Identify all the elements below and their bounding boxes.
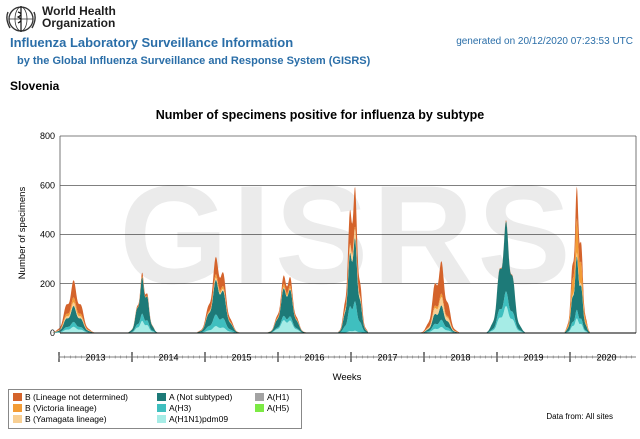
legend-label: A(H1): [267, 392, 290, 402]
year-label: 2017: [377, 353, 397, 363]
area-a-h1n1pdm09-2019: [486, 306, 525, 333]
area-b-lineage-not-determined-2018: [421, 261, 459, 333]
area-a-not-subtyped-2019: [486, 221, 525, 333]
year-label: 2013: [85, 353, 105, 363]
area-b-victoria-2016: [267, 283, 306, 333]
legend-item-b-victoria: B (Victoria lineage): [13, 403, 97, 413]
data-source: Data from: All sites: [546, 412, 613, 421]
area-b-yamagata-2020: [564, 252, 590, 333]
country-name: Slovenia: [10, 79, 60, 93]
area-a-h3-2013: [52, 321, 95, 333]
legend-label: A(H5): [267, 403, 290, 413]
area-b-lineage-not-determined-2015: [197, 256, 240, 333]
legend-label: A (Not subtyped): [169, 392, 233, 402]
year-label: 2016: [304, 353, 324, 363]
area-a-h1n1pdm09-2018: [421, 327, 459, 333]
area-b-yamagata-2017: [338, 229, 368, 332]
legend-swatch: [255, 404, 264, 412]
legend-swatch: [13, 404, 22, 412]
area-b-victoria-2015: [197, 274, 240, 333]
area-b-victoria-2020: [564, 218, 590, 333]
page-subtitle: by the Global Influenza Surveillance and…: [17, 55, 371, 67]
area-b-lineage-not-determined-2016: [267, 275, 306, 333]
legend-item-a-not-subtyped: A (Not subtyped): [157, 392, 232, 402]
legend-label: B (Victoria lineage): [25, 403, 97, 413]
page-title: Influenza Laboratory Surveillance Inform…: [10, 35, 294, 50]
x-axis-label: Weeks: [333, 372, 362, 383]
year-label: 2020: [596, 353, 616, 363]
who-emblem-icon: [6, 6, 36, 32]
area-a-h1n1pdm09-2020: [564, 318, 590, 333]
legend-swatch: [157, 393, 166, 401]
legend-item-b-yamagata: B (Yamagata lineage): [13, 414, 107, 424]
legend-item-a-h3: A(H3): [157, 403, 191, 413]
area-a-h1n1pdm09-2017: [338, 330, 368, 333]
area-b-yamagata-2016: [267, 287, 306, 333]
area-a-not-subtyped-2016: [267, 288, 306, 333]
legend-label: A(H3): [169, 403, 192, 413]
y-tick-label: 800: [40, 131, 55, 141]
area-a-h3-2020: [564, 309, 590, 333]
chart-title: Number of specimens positive for influen…: [155, 108, 485, 122]
legend-item-a-h1: A(H1): [255, 392, 289, 402]
legend: B (Lineage not determined) B (Victoria li…: [8, 389, 302, 429]
area-a-h1n1pdm09-2015: [197, 326, 240, 333]
area-a-h3-2016: [267, 315, 306, 333]
y-tick-label: 400: [40, 230, 55, 240]
legend-swatch: [255, 393, 264, 401]
legend-item-b-lineage-not-determined: B (Lineage not determined): [13, 392, 128, 402]
area-a-not-subtyped-2014: [128, 277, 158, 333]
area-a-not-subtyped-2018: [421, 305, 459, 333]
y-axis-label: Number of specimens: [17, 187, 28, 280]
org-name: World Health Organization: [42, 4, 116, 30]
area-a-h3-2014: [128, 313, 158, 333]
area-a-not-subtyped-2020: [564, 256, 590, 333]
legend-label: B (Yamagata lineage): [25, 414, 107, 424]
year-label: 2018: [450, 353, 470, 363]
area-a-h1n1pdm09-2014: [128, 320, 158, 333]
area-b-victoria-2017: [338, 226, 368, 332]
legend-item-a-h5: A(H5): [255, 403, 289, 413]
legend-label: B (Lineage not determined): [25, 392, 129, 402]
year-label: 2014: [158, 353, 178, 363]
area-b-yamagata-2018: [421, 297, 459, 333]
area-a-h3-2015: [197, 314, 240, 333]
legend-swatch: [157, 404, 166, 412]
area-a-h3-2018: [421, 319, 459, 333]
y-tick-label: 600: [40, 180, 55, 190]
area-b-yamagata-2013: [52, 302, 95, 333]
year-label: 2019: [523, 353, 543, 363]
legend-swatch: [13, 393, 22, 401]
area-a-not-subtyped-2015: [197, 279, 240, 333]
area-b-lineage-not-determined-2020: [564, 186, 590, 333]
area-b-yamagata-2015: [197, 277, 240, 333]
legend-item-a-h1n1pdm09: A(H1N1)pdm09: [157, 414, 228, 424]
area-b-lineage-not-determined-2017: [338, 187, 368, 332]
area-a-not-subtyped-2017: [338, 238, 368, 333]
legend-swatch: [13, 415, 22, 423]
y-tick-label: 200: [40, 279, 55, 289]
area-a-h1n1pdm09-2016: [267, 320, 306, 333]
area-a-h3-2017: [338, 301, 368, 333]
legend-swatch: [157, 415, 166, 423]
area-b-victoria-2013: [52, 297, 95, 333]
area-a-h1n1pdm09-2013: [52, 326, 95, 333]
area-a-not-subtyped-2013: [52, 305, 95, 333]
y-tick-label: 0: [50, 328, 55, 338]
year-label: 2015: [231, 353, 251, 363]
generated-timestamp: generated on 20/12/2020 07:23:53 UTC: [456, 36, 633, 47]
area-b-lineage-not-determined-2013: [52, 280, 95, 333]
legend-label: A(H1N1)pdm09: [169, 414, 229, 424]
area-a-h3-2019: [486, 291, 525, 333]
